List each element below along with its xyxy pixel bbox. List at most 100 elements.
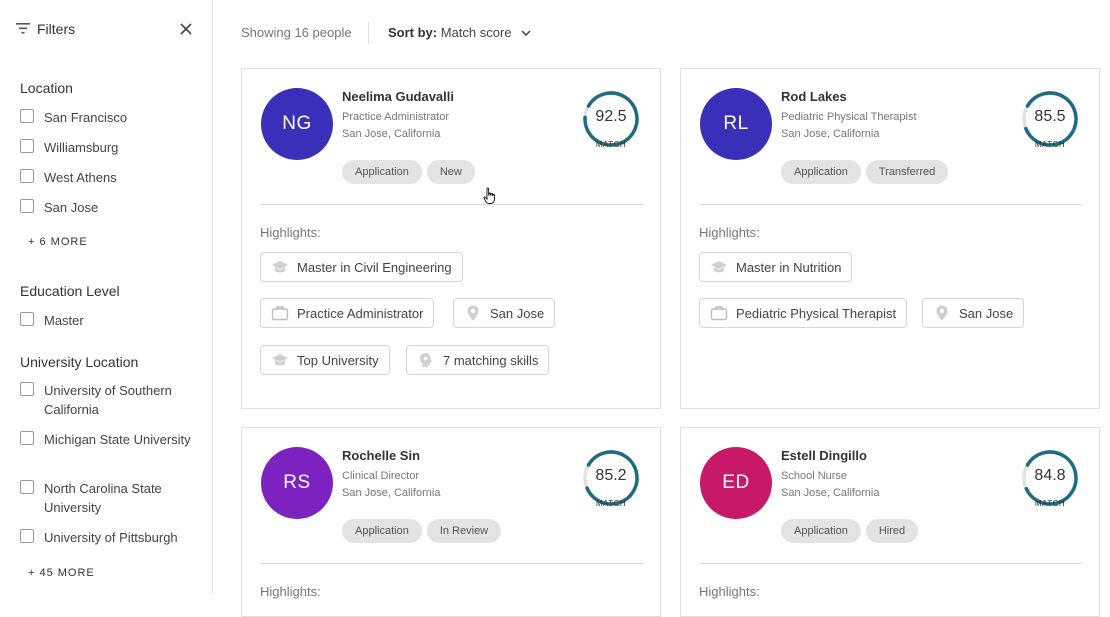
filters-header: Filters	[16, 20, 196, 40]
checkbox-label: North Carolina State University	[44, 481, 162, 515]
avatar: RS	[261, 447, 333, 519]
chevron-down-icon	[521, 30, 531, 36]
checkbox[interactable]	[20, 312, 34, 326]
candidate-location: San Jose, California	[342, 128, 441, 140]
checkbox-label: San Francisco	[44, 110, 128, 125]
checkbox[interactable]	[20, 169, 34, 183]
candidate-card[interactable]: NG Neelima Gudavalli Practice Administra…	[241, 68, 661, 409]
checkbox[interactable]	[20, 431, 34, 445]
avatar: RL	[700, 88, 772, 160]
highlight-degree: Master in Civil Engineering	[260, 252, 463, 282]
university-filter-title: University Location	[20, 354, 139, 370]
status-badge: Hired	[865, 519, 919, 543]
sort-label: Sort by:	[388, 25, 438, 40]
highlight-job: Practice Administrator	[260, 298, 435, 328]
checkbox[interactable]	[20, 199, 34, 213]
sort-dropdown[interactable]: Sort by: Match score	[388, 25, 531, 40]
checkbox-label: Master	[44, 313, 84, 328]
match-label: MATCH	[1034, 140, 1066, 149]
candidate-role: Pediatric Physical Therapist	[781, 111, 917, 123]
candidate-name[interactable]: Estell Dingillo	[781, 448, 867, 463]
match-score-gauge: 85.2 MATCH	[582, 449, 640, 508]
briefcase-icon	[271, 306, 289, 321]
checkbox-label: West Athens	[44, 170, 117, 185]
candidate-role: School Nurse	[781, 470, 848, 482]
highlights-title: Highlights:	[260, 225, 321, 240]
avatar: ED	[700, 447, 772, 519]
candidate-name[interactable]: Neelima Gudavalli	[342, 89, 454, 104]
filters-sidebar: Filters Location San Francisco Williamsb…	[0, 0, 213, 594]
status-tags: Application Transferred	[781, 160, 949, 184]
match-score-value: 85.2	[595, 467, 627, 484]
card-divider	[699, 563, 1082, 564]
highlight-text: Top University	[297, 352, 379, 368]
card-divider	[260, 563, 643, 564]
status-tags: Application Hired	[781, 519, 919, 543]
highlight-skills: 7 matching skills	[406, 345, 550, 375]
location-filter-title: Location	[20, 80, 73, 96]
highlight-university: Top University	[260, 345, 390, 375]
highlight-text: 7 matching skills	[443, 352, 539, 368]
checkbox[interactable]	[20, 480, 34, 494]
match-label: MATCH	[595, 140, 627, 149]
highlights-title: Highlights:	[699, 225, 760, 240]
location-pin-icon	[936, 305, 948, 321]
candidate-role: Clinical Director	[342, 470, 420, 482]
filters-title: Filters	[37, 21, 76, 37]
candidate-name[interactable]: Rochelle Sin	[342, 448, 421, 463]
match-score-value: 85.5	[1034, 108, 1066, 125]
candidate-location: San Jose, California	[342, 487, 441, 499]
candidate-card[interactable]: RS Rochelle Sin Clinical Director San Jo…	[241, 427, 661, 617]
status-badge: Application	[781, 519, 861, 543]
checkbox[interactable]	[20, 109, 34, 123]
graduation-cap-icon	[272, 354, 288, 366]
checkbox-label: San Jose	[44, 200, 99, 215]
card-divider	[260, 204, 643, 205]
highlight-degree: Master in Nutrition	[699, 252, 853, 282]
highlights-title: Highlights:	[260, 584, 321, 599]
match-label: MATCH	[1034, 499, 1066, 508]
candidate-name[interactable]: Rod Lakes	[781, 89, 847, 104]
graduation-cap-icon	[272, 261, 288, 273]
education-filter-title: Education Level	[20, 283, 120, 299]
hand-cursor-icon	[483, 187, 495, 204]
results-count: Showing 16 people	[241, 25, 352, 40]
highlight-text: Master in Civil Engineering	[297, 259, 452, 275]
status-badge: In Review	[426, 519, 502, 543]
candidate-card[interactable]: ED Estell Dingillo School Nurse San Jose…	[680, 427, 1100, 617]
checkbox-label: University of Pittsburgh	[44, 530, 178, 545]
highlight-text: San Jose	[959, 305, 1014, 321]
highlight-text: San Jose	[490, 305, 545, 321]
close-icon[interactable]	[178, 21, 194, 37]
status-tags: Application In Review	[342, 519, 502, 543]
status-badge: Application	[781, 160, 861, 184]
briefcase-icon	[710, 306, 728, 321]
match-score-gauge: 84.8 MATCH	[1021, 449, 1079, 508]
status-badge: Application	[342, 160, 422, 184]
match-score-gauge: 85.5 MATCH	[1021, 90, 1079, 149]
brain-idea-icon	[420, 353, 432, 367]
status-badge: Application	[342, 519, 422, 543]
candidate-role: Practice Administrator	[342, 111, 449, 123]
candidate-card[interactable]: RL Rod Lakes Pediatric Physical Therapis…	[680, 68, 1100, 409]
checkbox-label: Michigan State University	[44, 432, 191, 447]
match-score-value: 84.8	[1034, 467, 1066, 484]
candidate-location: San Jose, California	[781, 128, 880, 140]
location-pin-icon	[467, 305, 479, 321]
checkbox[interactable]	[20, 139, 34, 153]
university-more-link[interactable]: + 45 MORE	[28, 567, 95, 579]
highlight-text: Practice Administrator	[297, 305, 424, 321]
match-label: MATCH	[595, 499, 627, 508]
location-more-link[interactable]: + 6 MORE	[28, 236, 88, 248]
checkbox-label: University of Southern California	[44, 383, 172, 417]
checkbox[interactable]	[20, 382, 34, 396]
avatar: NG	[261, 88, 333, 160]
match-score-value: 92.5	[595, 108, 627, 125]
status-badge: New	[426, 160, 475, 184]
status-tags: Application New	[342, 160, 475, 184]
highlights-title: Highlights:	[699, 584, 760, 599]
highlight-text: Pediatric Physical Therapist	[736, 305, 897, 321]
highlight-text: Master in Nutrition	[736, 259, 842, 275]
highlight-job: Pediatric Physical Therapist	[699, 298, 908, 328]
checkbox[interactable]	[20, 529, 34, 543]
